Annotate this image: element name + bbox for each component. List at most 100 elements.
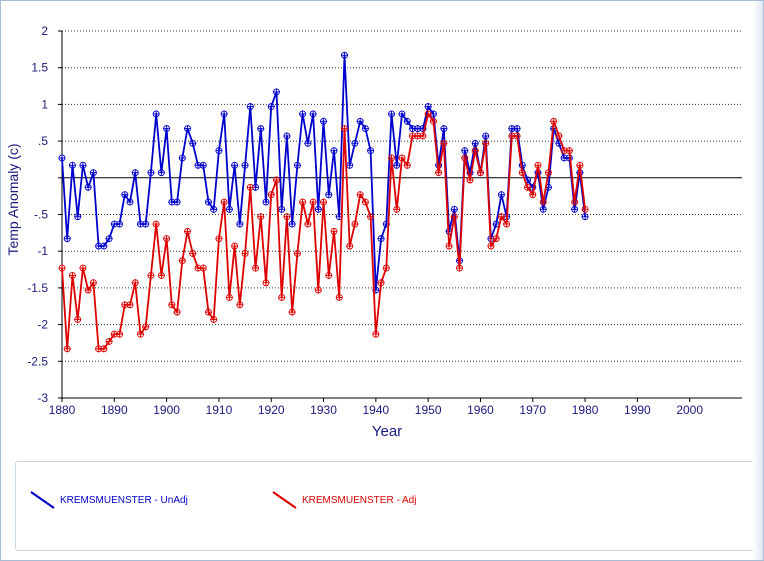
data-point xyxy=(189,249,197,257)
data-point xyxy=(487,242,495,250)
data-point xyxy=(299,110,307,118)
x-tick-label: 1920 xyxy=(258,403,285,417)
data-point xyxy=(257,213,265,221)
data-point xyxy=(309,110,317,118)
data-point xyxy=(393,205,401,213)
legend-label-adj: KREMSMUENSTER - Adj xyxy=(302,494,417,506)
y-tick-label: -1 xyxy=(37,244,48,258)
data-point xyxy=(147,169,155,177)
data-point xyxy=(220,110,228,118)
data-point xyxy=(272,176,280,184)
data-point xyxy=(288,220,296,228)
data-point xyxy=(330,147,338,155)
x-tick-label: 1940 xyxy=(362,403,389,417)
y-tick-label: -.5 xyxy=(34,208,48,222)
series-line-adj xyxy=(61,113,586,350)
data-point xyxy=(571,205,579,213)
legend-label-unadj: KREMSMUENSTER - UnAdj xyxy=(60,494,188,506)
data-point xyxy=(121,191,129,199)
data-point xyxy=(225,205,233,213)
data-point xyxy=(388,154,396,162)
data-point xyxy=(131,279,139,287)
data-point xyxy=(351,139,359,147)
data-point xyxy=(126,301,134,309)
data-point xyxy=(236,301,244,309)
data-point xyxy=(314,205,322,213)
data-point xyxy=(314,286,322,294)
y-axis-title: Temp Anomaly (c) xyxy=(5,143,21,255)
y-tick-label: 1 xyxy=(41,97,48,111)
data-point xyxy=(340,125,348,133)
data-point xyxy=(320,117,328,125)
x-tick-label: 1900 xyxy=(153,403,180,417)
data-point xyxy=(199,264,207,272)
data-point xyxy=(330,227,338,235)
data-point xyxy=(529,191,537,199)
data-point xyxy=(272,88,280,96)
y-tick-label: -2.5 xyxy=(27,354,48,368)
data-point xyxy=(440,139,448,147)
x-tick-label: 2000 xyxy=(676,403,703,417)
data-point xyxy=(231,161,239,169)
data-point xyxy=(173,198,181,206)
data-point xyxy=(157,169,165,177)
data-point xyxy=(581,205,589,213)
data-point xyxy=(471,147,479,155)
series-line-unadj xyxy=(61,54,586,292)
data-point xyxy=(435,169,443,177)
data-point xyxy=(68,161,76,169)
data-point xyxy=(565,147,573,155)
data-point xyxy=(283,213,291,221)
data-point xyxy=(466,176,474,184)
data-point xyxy=(346,161,354,169)
data-point xyxy=(210,205,218,213)
data-point xyxy=(382,220,390,228)
y-tick-label: -3 xyxy=(37,391,48,405)
data-point xyxy=(63,235,71,243)
data-point xyxy=(58,264,66,272)
data-point xyxy=(524,183,532,191)
data-point xyxy=(293,249,301,257)
data-point xyxy=(424,103,432,111)
data-point xyxy=(550,117,558,125)
data-point xyxy=(84,183,92,191)
frame-shadow xyxy=(753,1,763,560)
legend-panel: KREMSMUENSTER - UnAdj KREMSMUENSTER - Ad… xyxy=(15,461,755,551)
data-point xyxy=(456,264,464,272)
data-point xyxy=(288,308,296,316)
data-point xyxy=(320,198,328,206)
data-point xyxy=(89,169,97,177)
y-tick-label: -1.5 xyxy=(27,281,48,295)
data-point xyxy=(278,205,286,213)
plot-panel: 2 1.5 1.5 -.5 -1 -1.5 -2 -2.5 -3 1880 1890 1900 1910… xyxy=(1,1,763,449)
data-point xyxy=(450,213,458,221)
legend-item-unadj: KREMSMUENSTER - UnAdj xyxy=(30,490,188,510)
legend-item-adj: KREMSMUENSTER - Adj xyxy=(272,490,416,510)
x-tick-label: 1930 xyxy=(310,403,337,417)
data-point xyxy=(184,227,192,235)
data-point xyxy=(267,103,275,111)
data-point xyxy=(215,147,223,155)
data-point xyxy=(100,242,108,250)
data-point xyxy=(309,198,317,206)
data-point xyxy=(398,154,406,162)
y-tick-label: 1.5 xyxy=(31,61,48,75)
legend-swatch-adj xyxy=(272,491,297,509)
data-point xyxy=(236,220,244,228)
data-point xyxy=(184,125,192,133)
data-point xyxy=(225,293,233,301)
data-point xyxy=(131,169,139,177)
x-tick-label: 1970 xyxy=(519,403,546,417)
data-point xyxy=(105,337,113,345)
x-tick-label: 1990 xyxy=(624,403,651,417)
data-point xyxy=(461,147,469,155)
data-point xyxy=(393,161,401,169)
data-point xyxy=(152,220,160,228)
data-point xyxy=(136,330,144,338)
data-point xyxy=(419,132,427,140)
data-point xyxy=(356,117,364,125)
data-point xyxy=(74,315,82,323)
data-point xyxy=(152,110,160,118)
data-point xyxy=(361,125,369,133)
